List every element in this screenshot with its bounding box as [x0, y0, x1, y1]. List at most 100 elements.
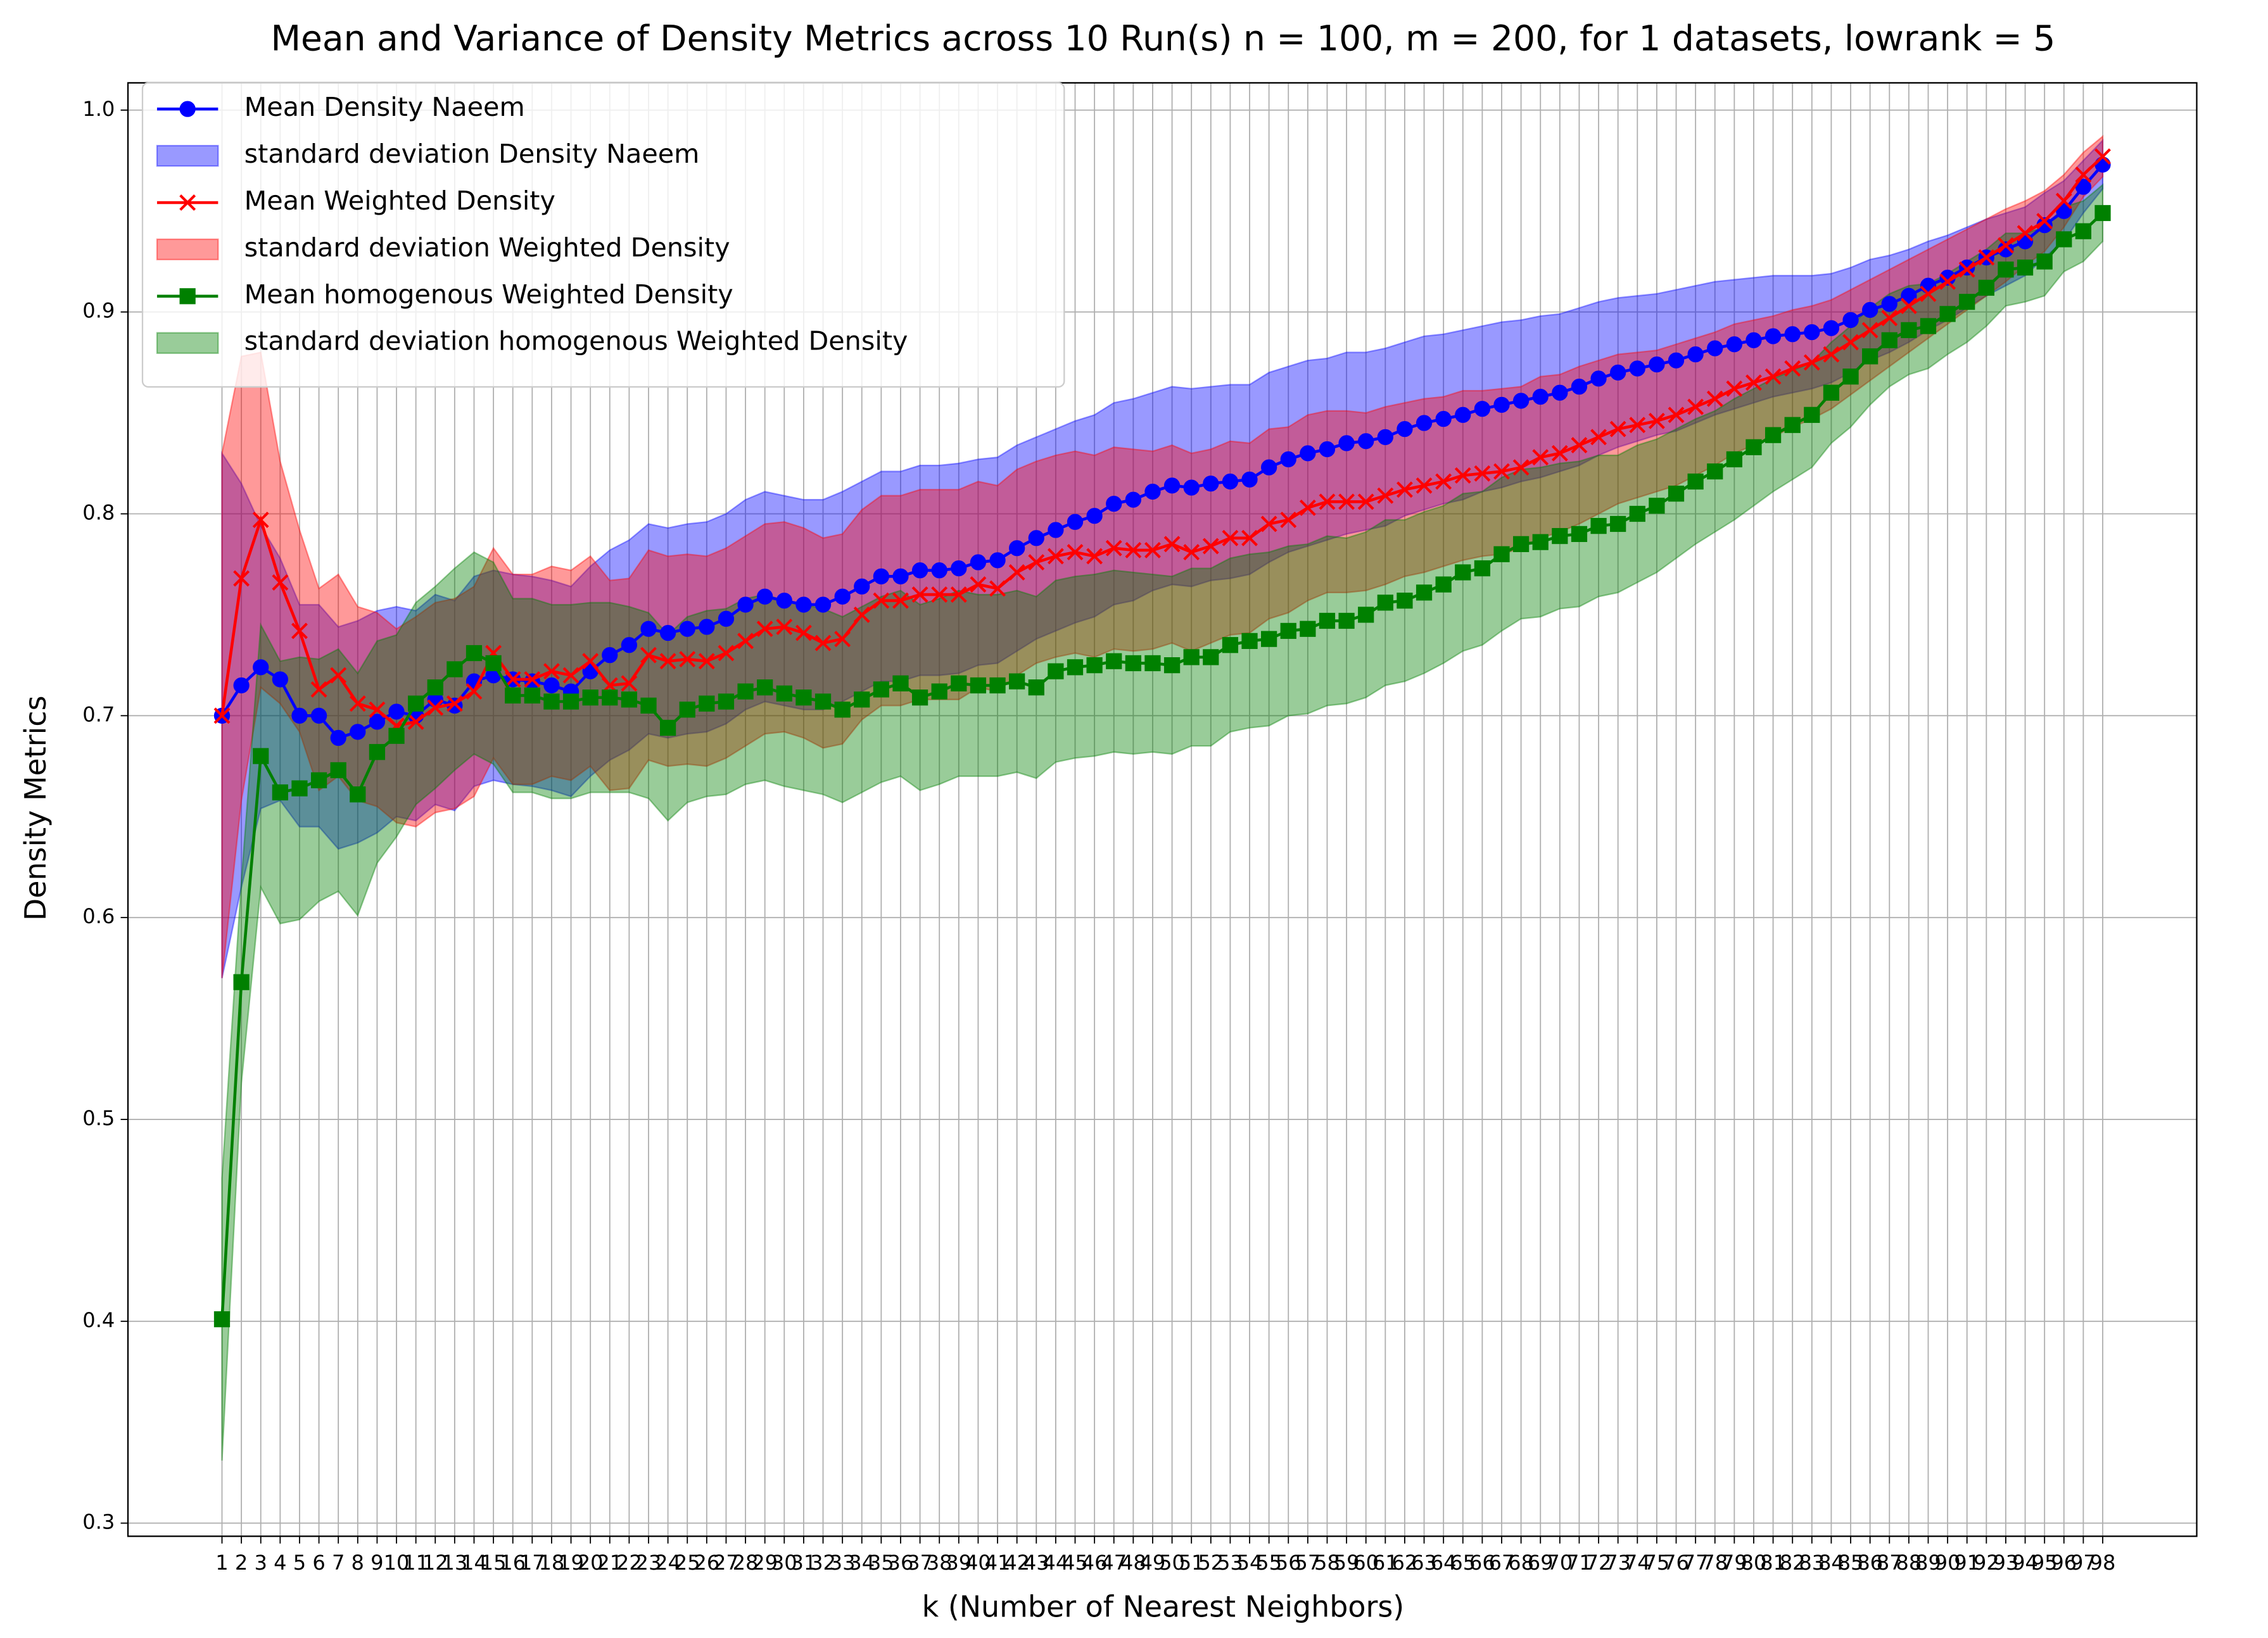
marker — [911, 690, 928, 706]
marker — [291, 780, 308, 797]
marker — [1745, 374, 1762, 391]
x-tick-label: 10 — [384, 1551, 410, 1575]
marker — [640, 697, 657, 714]
marker — [699, 619, 715, 635]
x-tick-label: 38 — [927, 1551, 953, 1575]
marker — [213, 707, 231, 724]
marker — [640, 646, 657, 664]
marker — [1222, 637, 1239, 653]
marker — [1435, 411, 1452, 427]
marker — [814, 634, 832, 652]
marker — [834, 631, 851, 648]
x-tick-label: 9 — [371, 1551, 383, 1575]
marker — [1028, 679, 1044, 696]
marker — [659, 719, 676, 736]
marker — [1551, 444, 1568, 462]
marker — [1493, 546, 1510, 562]
marker — [795, 624, 812, 641]
marker — [2036, 213, 2053, 230]
marker — [1319, 612, 1336, 629]
marker — [1067, 513, 1084, 530]
marker — [1067, 659, 1084, 676]
marker — [1668, 486, 1685, 502]
marker — [1901, 322, 1917, 339]
x-tick-label: 15 — [481, 1551, 507, 1575]
marker — [310, 707, 327, 724]
marker — [1512, 459, 1530, 476]
marker — [1474, 560, 1491, 577]
marker — [1784, 326, 1801, 343]
marker — [1842, 334, 1859, 351]
x-tick-label: 27 — [713, 1551, 739, 1575]
x-tick-label: 25 — [675, 1551, 700, 1575]
marker — [1300, 445, 1316, 462]
marker — [2094, 148, 2111, 165]
marker — [1881, 310, 1898, 327]
legend: Mean Density Naeem standard deviation Den… — [141, 82, 1065, 388]
legend-label: Mean Density Naeem — [244, 92, 525, 122]
marker — [1280, 512, 1297, 529]
marker — [1629, 505, 1645, 522]
legend-swatch — [156, 238, 219, 261]
x-tick-label: 92 — [1973, 1551, 1999, 1575]
marker — [1009, 673, 1025, 690]
series-4 — [213, 205, 2111, 1328]
marker — [272, 574, 289, 591]
marker — [795, 690, 812, 706]
marker — [582, 653, 599, 670]
legend-label: standard deviation Weighted Density — [244, 232, 730, 263]
marker — [1590, 518, 1607, 534]
marker — [602, 690, 618, 706]
x-tick-label: 11 — [403, 1551, 429, 1575]
marker — [2056, 203, 2072, 219]
marker — [1105, 539, 1122, 557]
marker — [1532, 534, 1549, 550]
x-tick-label: 51 — [1179, 1551, 1205, 1575]
x-tick-label: 80 — [1741, 1551, 1767, 1575]
plot-frame — [127, 82, 2198, 1537]
marker — [1086, 548, 1103, 565]
marker — [1823, 346, 1840, 363]
marker — [1493, 396, 1510, 413]
marker — [1435, 576, 1452, 593]
x-tick-label: 22 — [616, 1551, 642, 1575]
marker — [1629, 360, 1645, 377]
marker — [388, 703, 405, 720]
marker — [1959, 294, 1975, 310]
marker — [388, 728, 405, 744]
marker — [1377, 429, 1393, 445]
marker — [1086, 508, 1103, 524]
marker — [1280, 622, 1296, 639]
x-tick-label: 84 — [1818, 1551, 1844, 1575]
x-tick-label: 63 — [1411, 1551, 1437, 1575]
marker — [776, 619, 793, 635]
marker — [1048, 522, 1064, 538]
ticks: 1 2 3 4 5 6 7 8 9 1011121314151617181920212223242… — [82, 97, 2115, 1575]
marker — [1397, 592, 1413, 609]
marker — [756, 621, 773, 638]
x-tick-label: 60 — [1353, 1551, 1379, 1575]
x-tick-label: 50 — [1159, 1551, 1185, 1575]
y-tick-label: 1.0 — [82, 97, 115, 121]
marker — [1416, 477, 1433, 494]
x-tick-label: 42 — [1004, 1551, 1030, 1575]
marker — [873, 681, 889, 698]
y-tick-label: 0.7 — [82, 702, 115, 726]
marker — [252, 512, 269, 529]
x-tick-label: 97 — [2070, 1551, 2096, 1575]
marker — [233, 570, 250, 587]
legend-box — [141, 82, 1065, 388]
marker — [1998, 261, 2014, 278]
x-tick-label: 44 — [1042, 1551, 1068, 1575]
marker — [310, 772, 327, 788]
marker — [310, 681, 327, 698]
marker — [562, 693, 580, 710]
x-tick-label: 36 — [888, 1551, 914, 1575]
marker — [1358, 433, 1374, 450]
marker — [1125, 541, 1142, 558]
marker — [1261, 459, 1277, 476]
y-tick-label: 0.6 — [82, 904, 115, 928]
x-tick-label: 1 — [215, 1551, 228, 1575]
marker — [291, 622, 308, 639]
marker — [737, 683, 754, 700]
